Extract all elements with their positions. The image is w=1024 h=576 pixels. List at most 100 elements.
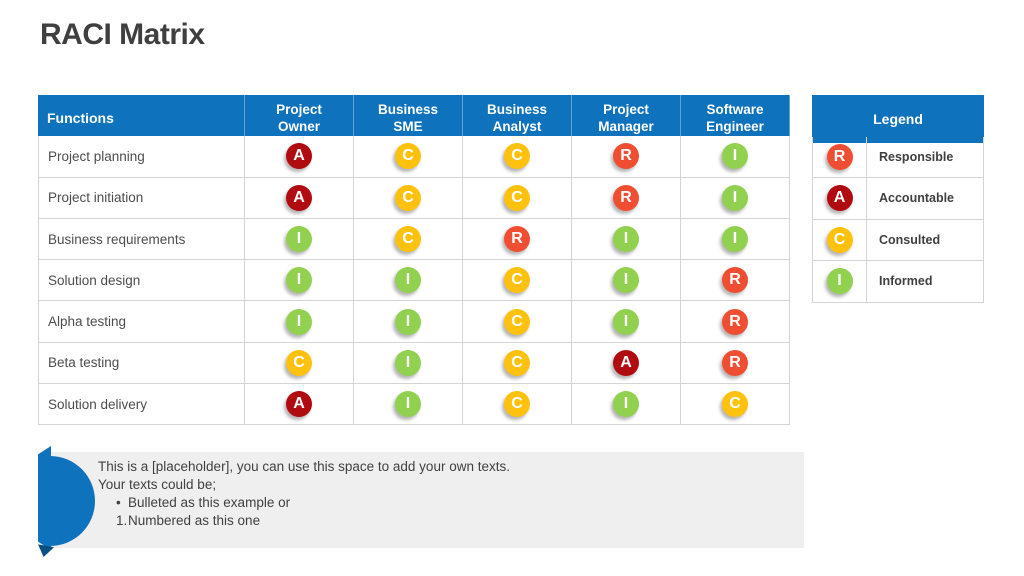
legend-header: Legend	[812, 95, 984, 143]
legend-badge-responsible: R	[826, 143, 853, 170]
raci-badge: I	[286, 267, 312, 294]
raci-cell: I	[681, 177, 790, 219]
raci-badge: I	[395, 267, 421, 294]
raci-cell: C	[354, 136, 463, 178]
raci-badge: R	[722, 308, 748, 335]
raci-cell: R	[572, 177, 681, 219]
legend-circle-cell: A	[812, 178, 867, 220]
raci-badge: R	[613, 184, 639, 211]
function-label: Project initiation	[48, 190, 144, 206]
raci-badge: A	[286, 143, 312, 170]
column-header-software-engineer: Software Engineer	[681, 95, 790, 143]
raci-cell: I	[681, 218, 790, 261]
placeholder-line-1: This is a [placeholder], you can use thi…	[98, 459, 510, 474]
legend-label-responsible: Responsible	[867, 136, 984, 178]
raci-badge: I	[613, 226, 639, 253]
raci-cell: A	[245, 177, 354, 219]
legend-label-accountable: Accountable	[867, 178, 984, 220]
bullet-glyph: •	[116, 495, 121, 510]
raci-badge: C	[286, 349, 312, 376]
placeholder-text: This is a [placeholder], you can use thi…	[40, 452, 804, 530]
raci-cell: I	[572, 260, 681, 302]
raci-badge: C	[504, 184, 530, 211]
column-header-project-manager: Project Manager	[572, 95, 681, 143]
number-label: 1.	[116, 513, 128, 528]
raci-badge: C	[504, 143, 530, 170]
raci-badge: I	[722, 143, 748, 170]
raci-badge: C	[395, 143, 421, 170]
function-label: Solution delivery	[48, 396, 148, 412]
raci-cell: A	[245, 384, 354, 426]
legend-badge-accountable: A	[826, 185, 853, 212]
raci-cell: I	[354, 301, 463, 343]
raci-cell: I	[354, 384, 463, 426]
function-label-cell: Project initiation	[38, 177, 245, 219]
numbered-item-text: Numbered as this one	[128, 513, 261, 528]
raci-cell: I	[245, 218, 354, 261]
raci-cell: I	[681, 136, 790, 178]
bullet-item-text: Bulleted as this example or	[128, 495, 291, 510]
raci-badge: C	[504, 349, 530, 376]
legend-table: Legend R Responsible A Accountable C Con…	[812, 95, 984, 303]
raci-cell: C	[354, 177, 463, 219]
raci-badge: R	[613, 143, 639, 170]
function-label: Business requirements	[48, 231, 186, 247]
column-header-business-sme: Business SME	[354, 95, 463, 143]
raci-badge: I	[722, 184, 748, 211]
raci-cell: R	[681, 342, 790, 385]
raci-badge: C	[722, 391, 748, 418]
column-header-functions: Functions	[38, 95, 245, 143]
raci-badge: I	[613, 308, 639, 335]
placeholder-bullet-item: • Bulleted as this example or	[98, 494, 804, 512]
raci-badge: I	[613, 391, 639, 418]
raci-cell: I	[572, 301, 681, 343]
ribbon-decoration-strip	[38, 446, 51, 550]
function-label-cell: Solution design	[38, 260, 245, 302]
column-header-business-analyst: Business Analyst	[463, 95, 572, 143]
raci-cell: I	[354, 260, 463, 302]
raci-cell: C	[463, 260, 572, 302]
function-label: Beta testing	[48, 355, 120, 371]
function-label: Solution design	[48, 272, 141, 288]
raci-cell: R	[463, 218, 572, 261]
raci-cell: C	[463, 384, 572, 426]
raci-cell: C	[463, 177, 572, 219]
raci-cell: I	[245, 260, 354, 302]
raci-cell: C	[245, 342, 354, 385]
raci-badge: A	[286, 184, 312, 211]
raci-cell: I	[572, 384, 681, 426]
raci-cell: A	[245, 136, 354, 178]
raci-cell: A	[572, 342, 681, 385]
raci-cell: C	[463, 342, 572, 385]
raci-badge: C	[504, 267, 530, 294]
placeholder-line-2: Your texts could be;	[98, 477, 217, 492]
legend-circle-cell: I	[812, 261, 867, 303]
raci-badge: R	[722, 267, 748, 294]
legend-label-consulted: Consulted	[867, 219, 984, 261]
function-label: Alpha testing	[48, 314, 127, 330]
raci-badge: I	[286, 308, 312, 335]
raci-badge: C	[504, 308, 530, 335]
page-title: RACI Matrix	[40, 18, 205, 51]
raci-badge: I	[395, 308, 421, 335]
function-label-cell: Solution delivery	[38, 384, 245, 426]
raci-cell: R	[681, 260, 790, 302]
function-label-cell: Project planning	[38, 136, 245, 178]
raci-badge: C	[395, 184, 421, 211]
placeholder-text-box: This is a [placeholder], you can use thi…	[40, 452, 804, 548]
column-header-project-owner: Project Owner	[245, 95, 354, 143]
raci-badge: I	[395, 349, 421, 376]
raci-cell: R	[572, 136, 681, 178]
raci-cell: I	[572, 218, 681, 261]
raci-cell: C	[463, 301, 572, 343]
placeholder-numbered-item: 1.Numbered as this one	[98, 512, 804, 530]
raci-badge: R	[722, 349, 748, 376]
raci-cell: I	[354, 342, 463, 385]
raci-badge: C	[395, 226, 421, 253]
function-label-cell: Business requirements	[38, 218, 245, 261]
raci-badge: I	[722, 226, 748, 253]
raci-cell: I	[245, 301, 354, 343]
raci-badge: I	[613, 267, 639, 294]
function-label-cell: Beta testing	[38, 342, 245, 385]
legend-circle-cell: R	[812, 136, 867, 178]
